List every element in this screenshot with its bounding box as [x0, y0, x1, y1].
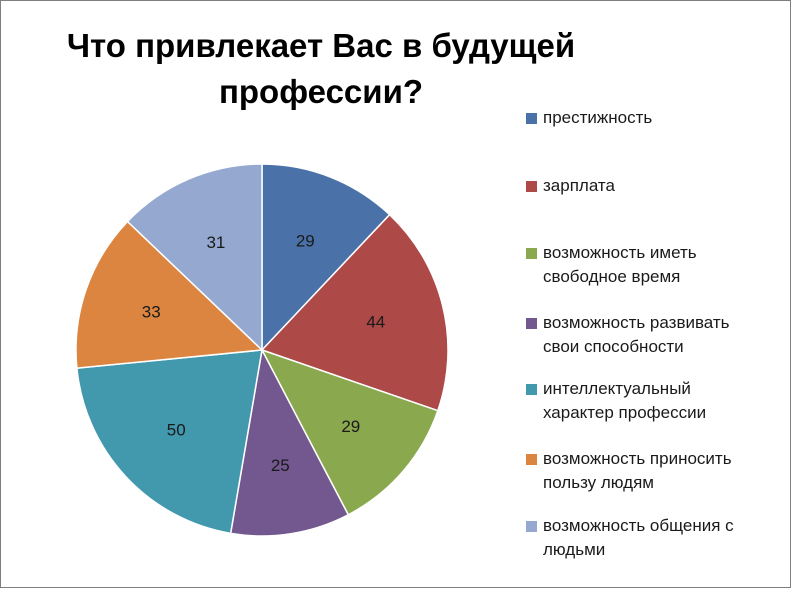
slice-value-label-2: 44	[366, 313, 385, 332]
legend-item-3: возможность иметь свободное время	[526, 241, 776, 289]
legend-label: возможность общения с людьми	[543, 516, 734, 559]
pie-slice-6	[75, 220, 264, 369]
legend-swatch	[526, 318, 537, 329]
legend-swatch	[526, 454, 537, 465]
legend-swatch	[526, 113, 537, 124]
slice-value-label-1: 29	[296, 232, 315, 251]
legend-label: возможность развивать свои способности	[543, 313, 730, 356]
legend-swatch	[526, 181, 537, 192]
pie-slice-4	[229, 347, 350, 537]
legend-label: возможность иметь свободное время	[543, 243, 697, 286]
slice-value-label-5: 50	[167, 420, 186, 439]
legend-item-2: зарплата	[526, 174, 776, 198]
pie-slice-7	[126, 163, 263, 352]
legend-label: возможность приносить пользу людям	[543, 449, 732, 492]
legend-item-5: интеллектуальный характер профессии	[526, 377, 776, 425]
legend-label: престижность	[543, 108, 653, 127]
chart-title: Что привлекает Вас в будущей профессии?	[66, 27, 576, 110]
legend-swatch	[526, 384, 537, 395]
legend-label: зарплата	[543, 176, 615, 195]
legend-item-7: возможность общения с людьми	[526, 514, 776, 562]
slice-value-label-3: 29	[341, 417, 360, 436]
legend-label: интеллектуальный характер профессии	[543, 379, 707, 422]
slice-value-label-6: 33	[142, 302, 161, 321]
pie-slice-5	[76, 349, 263, 535]
legend-swatch	[526, 521, 537, 532]
legend-item-6: возможность приносить пользу людям	[526, 447, 776, 495]
legend-swatch	[526, 248, 537, 259]
pie-slice-2	[260, 213, 449, 412]
slice-value-label-4: 25	[271, 456, 290, 475]
legend-item-1: престижность	[526, 106, 776, 130]
pie-slice-3	[260, 348, 439, 516]
pie-slice-1	[261, 163, 391, 352]
slice-value-label-7: 31	[206, 233, 225, 252]
legend-item-4: возможность развивать свои способности	[526, 311, 776, 359]
